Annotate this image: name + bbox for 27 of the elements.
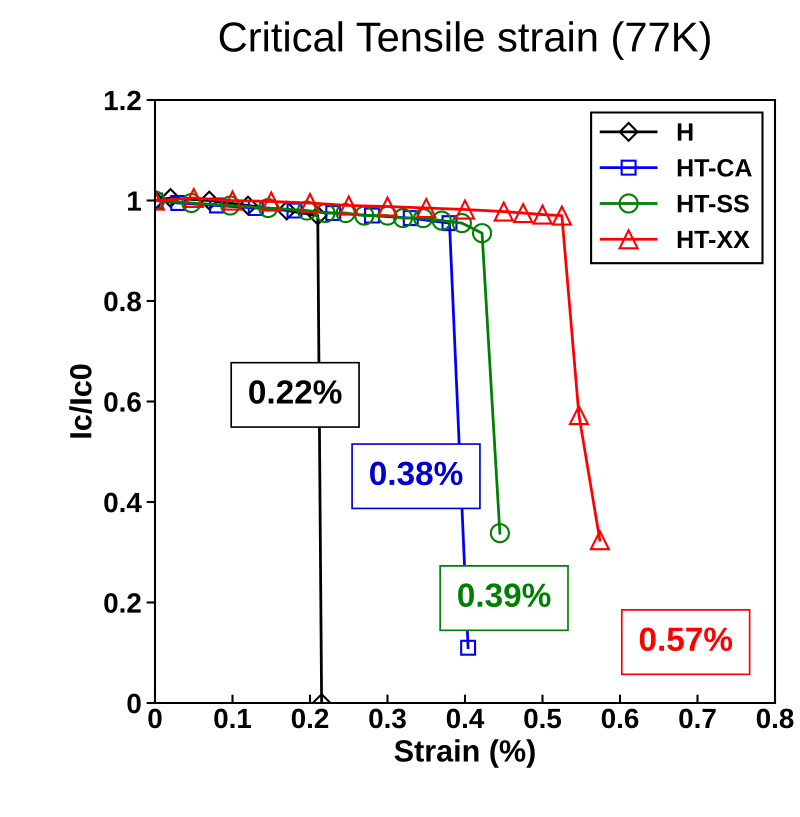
x-tick-label: 0.5 — [524, 708, 562, 728]
y-tick-label: 0.4 — [104, 492, 142, 512]
annotation: 0.57% — [640, 627, 732, 652]
x-axis-title: Strain (%) — [394, 739, 535, 768]
x-tick-label: 0.4 — [446, 708, 484, 728]
x-tick-label: 0.1 — [214, 708, 252, 728]
annotation: 0.22% — [249, 380, 342, 404]
legend-label: HT-XX — [678, 230, 750, 248]
x-tick-label: 0.8 — [756, 708, 794, 728]
chart-title: Critical Tensile strain (77K) — [220, 21, 710, 60]
annotation: 0.38% — [370, 462, 462, 486]
y-tick-label: 1 — [128, 191, 142, 211]
y-axis-title: Ic/Ic0 — [69, 364, 92, 438]
x-tick-label: 0.7 — [679, 708, 716, 728]
y-tick-label: 0.2 — [104, 593, 141, 613]
legend-label: HT-SS — [678, 194, 749, 212]
x-tick-label: 0 — [148, 708, 162, 728]
annotation: 0.39% — [458, 583, 550, 608]
legend-label: HT-CA — [678, 158, 752, 177]
x-tick-label: 0.3 — [369, 708, 406, 728]
y-tick-label: 0.6 — [104, 392, 141, 412]
y-tick-label: 0.8 — [104, 292, 141, 312]
y-tick-label: 0 — [127, 694, 141, 714]
y-tick-label: 1.2 — [104, 90, 141, 110]
legend-label: H — [678, 123, 692, 141]
x-tick-label: 0.6 — [602, 708, 638, 728]
x-tick-label: 0.2 — [292, 708, 328, 728]
